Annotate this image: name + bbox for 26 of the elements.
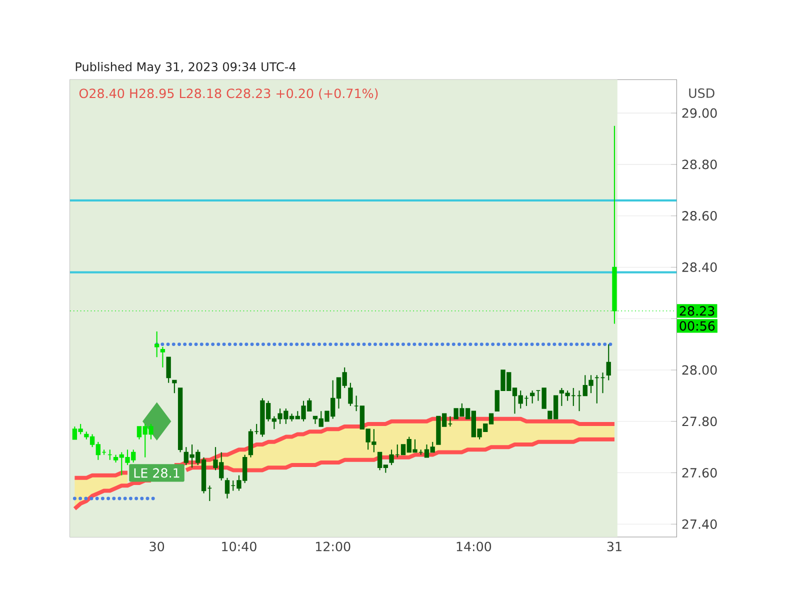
- annotation: LE 28.1: [134, 468, 180, 478]
- ref-line-label: 28.23: [680, 306, 714, 316]
- x-tick-label: 31: [607, 542, 622, 552]
- candlestick: [530, 390, 535, 404]
- candlestick: [154, 330, 160, 358]
- chart-subtitle: Published May 31, 2023 09:34 UTC-4: [76, 62, 296, 74]
- x-tick-label: 10:40: [222, 542, 256, 552]
- x-tick-label: 12:00: [316, 542, 350, 552]
- x-tick-label: 30: [150, 542, 164, 552]
- y-tick-label: 27.80: [682, 416, 717, 426]
- y-tick-label: 27.60: [682, 468, 717, 478]
- y-tick-label: 28.40: [682, 262, 717, 272]
- candlestick: [160, 346, 166, 368]
- y-tick-label: 28.00: [682, 365, 717, 375]
- candlestick: [172, 380, 177, 394]
- text: O28.40 H28.95 L28.18 C28.23 +0.20 (+0.71%): [79, 88, 378, 100]
- text: 00:56: [680, 321, 715, 331]
- y-tick-label: 28.80: [682, 160, 717, 170]
- y-axis-title: USD: [689, 88, 714, 98]
- candlestick: [166, 356, 171, 384]
- y-tick-label: 29.00: [682, 108, 717, 118]
- x-tick-label: 14:00: [456, 542, 492, 552]
- y-tick-label: 28.60: [682, 211, 717, 221]
- candlestick: [348, 382, 353, 406]
- candlestick: [606, 344, 611, 381]
- y-tick-label: 27.40: [682, 519, 717, 529]
